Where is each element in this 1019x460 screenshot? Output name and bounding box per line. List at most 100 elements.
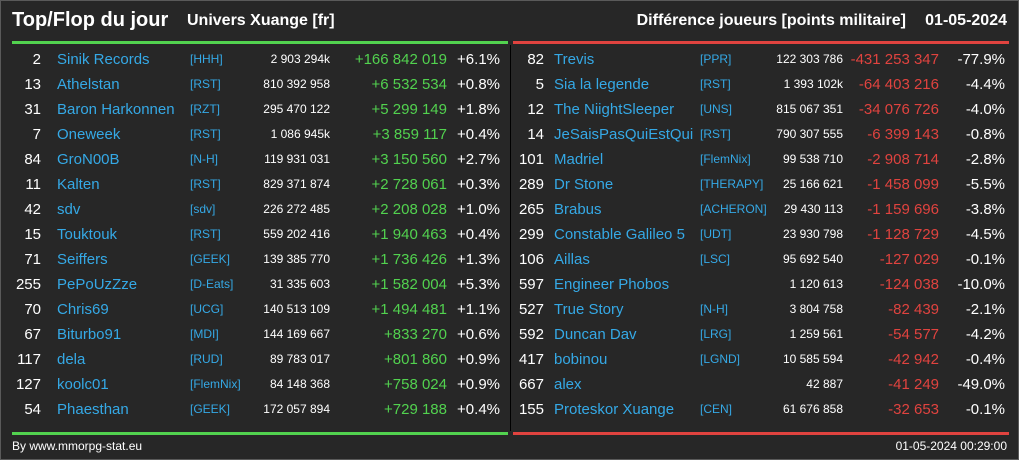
player-name-link[interactable]: Madriel xyxy=(554,151,604,168)
table-row: 70 Chris69 [UCG] 140 513 109 +1 494 481 +1.1% xyxy=(12,297,508,322)
player-rank: 11 xyxy=(25,176,41,193)
percent-change: +5.3% xyxy=(457,276,500,293)
alliance-tag-link[interactable]: [RST] xyxy=(190,127,221,141)
points-difference: +1 494 481 xyxy=(371,301,448,318)
points-difference: +833 270 xyxy=(384,326,447,343)
alliance-tag-link[interactable]: [N-H] xyxy=(190,152,218,166)
player-rank: 70 xyxy=(24,301,41,318)
alliance-tag-link[interactable]: [RST] xyxy=(190,227,221,241)
player-name-link[interactable]: Kalten xyxy=(57,176,100,193)
player-name-link[interactable]: Touktouk xyxy=(57,226,118,243)
player-name-link[interactable]: Athelstan xyxy=(57,76,120,93)
percent-change: -4.5% xyxy=(965,226,1005,243)
player-name-link[interactable]: Sia la legende xyxy=(554,76,650,93)
alliance-tag-link[interactable]: [UDT] xyxy=(700,227,732,241)
player-rank: 12 xyxy=(527,101,544,118)
table-row: 71 Seiffers [GEEK] 139 385 770 +1 736 426 +1.… xyxy=(12,247,508,272)
top-divider-red xyxy=(513,41,1009,44)
metric-label: Différence joueurs [points militaire] xyxy=(636,12,906,29)
player-name-link[interactable]: Baron Harkonnen xyxy=(57,101,175,118)
alliance-tag-link[interactable]: [N-H] xyxy=(700,302,728,316)
alliance-tag-link[interactable]: [FlemNix] xyxy=(190,377,241,391)
percent-change: +0.4% xyxy=(457,126,500,143)
player-name-link[interactable]: Engineer Phobos xyxy=(554,276,670,293)
player-name-link[interactable]: Biturbo91 xyxy=(57,326,122,343)
player-name-link[interactable]: Constable Galileo 5 xyxy=(554,226,685,243)
player-name-link[interactable]: Sinik Records xyxy=(57,51,150,68)
table-row: 67 Biturbo91 [MDI] 144 169 667 +833 270 +0.6% xyxy=(12,322,508,347)
alliance-tag-link[interactable]: [RST] xyxy=(700,127,731,141)
player-points: 1 259 561 xyxy=(789,327,843,341)
table-row: 5 Sia la legende [RST] 1 393 102k -64 403 21… xyxy=(513,72,1009,97)
player-name-link[interactable]: koolc01 xyxy=(57,376,109,393)
player-name-link[interactable]: Aillas xyxy=(554,251,590,268)
player-name-link[interactable]: Brabus xyxy=(554,201,602,218)
player-name-link[interactable]: GroN00B xyxy=(57,151,120,168)
player-name-link[interactable]: Dr Stone xyxy=(554,176,614,193)
alliance-tag-link[interactable]: [RST] xyxy=(190,77,221,91)
source-credit[interactable]: By www.mmorpg-stat.eu xyxy=(12,439,143,453)
player-points: 815 067 351 xyxy=(776,102,843,116)
table-row: 299 Constable Galileo 5 [UDT] 23 930 798 -1 … xyxy=(513,222,1009,247)
player-name-link[interactable]: PePoUzZze xyxy=(57,276,138,293)
percent-change: +1.1% xyxy=(457,301,500,318)
player-name-link[interactable]: Duncan Dav xyxy=(554,326,637,343)
player-points: 559 202 416 xyxy=(263,227,330,241)
player-name-link[interactable]: bobinou xyxy=(554,351,608,368)
bottom-divider-green xyxy=(12,432,508,435)
alliance-tag-link[interactable]: [PPR] xyxy=(700,52,732,66)
player-rank: 117 xyxy=(17,351,41,368)
alliance-tag-link[interactable]: [MDI] xyxy=(190,327,219,341)
top-divider-green xyxy=(12,41,508,44)
table-row: 15 Touktouk [RST] 559 202 416 +1 940 463 +0.4… xyxy=(12,222,508,247)
bottom-divider-red xyxy=(513,432,1009,435)
player-points: 1 120 613 xyxy=(789,277,843,291)
alliance-tag-link[interactable]: [RST] xyxy=(700,77,731,91)
player-points: 144 169 667 xyxy=(263,327,330,341)
alliance-tag-link[interactable]: [UCG] xyxy=(190,302,224,316)
player-rank: 71 xyxy=(24,251,41,268)
player-name-link[interactable]: True Story xyxy=(554,301,624,318)
alliance-tag-link[interactable]: [GEEK] xyxy=(190,402,231,416)
alliance-tag-link[interactable]: [CEN] xyxy=(700,402,733,416)
player-name-link[interactable]: Proteskor Xuange xyxy=(554,401,675,418)
alliance-tag-link[interactable]: [LSC] xyxy=(700,252,731,266)
percent-change: +0.9% xyxy=(457,351,500,368)
alliance-tag-link[interactable]: [RZT] xyxy=(190,102,220,116)
points-difference: +2 208 028 xyxy=(371,201,448,218)
table-row: 527 True Story [N-H] 3 804 758 -82 439 -2.1% xyxy=(513,297,1009,322)
percent-change: +1.8% xyxy=(457,101,500,118)
alliance-tag-link[interactable]: [sdv] xyxy=(190,202,216,216)
player-name-link[interactable]: dela xyxy=(57,351,86,368)
percent-change: -0.1% xyxy=(965,401,1005,418)
player-name-link[interactable]: Chris69 xyxy=(57,301,109,318)
player-points: 226 272 485 xyxy=(263,202,330,216)
alliance-tag-link[interactable]: [RST] xyxy=(190,177,221,191)
alliance-tag-link[interactable]: [RUD] xyxy=(190,352,223,366)
player-name-link[interactable]: JeSaisPasQuiEstQui xyxy=(554,126,694,143)
player-rank: 255 xyxy=(15,276,41,293)
player-name-link[interactable]: The NiightSleeper xyxy=(554,101,675,118)
alliance-tag-link[interactable]: [GEEK] xyxy=(190,252,231,266)
player-name-link[interactable]: alex xyxy=(554,376,582,393)
player-name-link[interactable]: Oneweek xyxy=(57,126,121,143)
player-rank: 14 xyxy=(527,126,544,143)
alliance-tag-link[interactable]: [ACHERON] xyxy=(700,202,767,216)
alliance-tag-link[interactable]: [LGND] xyxy=(700,352,741,366)
player-name-link[interactable]: Phaesthan xyxy=(57,401,129,418)
alliance-tag-link[interactable]: [HHH] xyxy=(190,52,223,66)
player-points: 139 385 770 xyxy=(263,252,330,266)
player-name-link[interactable]: sdv xyxy=(57,201,81,218)
player-name-link[interactable]: Trevis xyxy=(554,51,595,68)
alliance-tag-link[interactable]: [THERAPY] xyxy=(700,177,764,191)
player-name-link[interactable]: Seiffers xyxy=(57,251,108,268)
alliance-tag-link[interactable]: [D-Eats] xyxy=(190,277,234,291)
player-rank: 127 xyxy=(15,376,41,393)
player-points: 172 057 894 xyxy=(263,402,330,416)
player-points: 61 676 858 xyxy=(782,402,843,416)
player-rank: 13 xyxy=(24,76,41,93)
alliance-tag-link[interactable]: [UNS] xyxy=(700,102,733,116)
alliance-tag-link[interactable]: [LRG] xyxy=(700,327,732,341)
player-points: 810 392 958 xyxy=(263,77,330,91)
alliance-tag-link[interactable]: [FlemNix] xyxy=(700,152,751,166)
